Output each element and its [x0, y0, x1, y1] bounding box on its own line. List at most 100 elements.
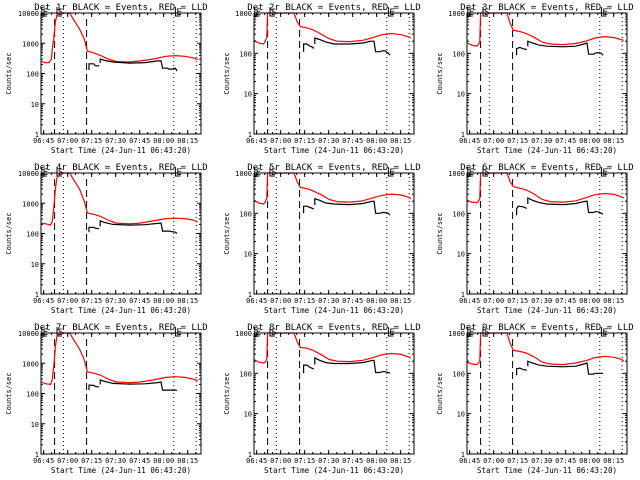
y-tick-label: 100 [239, 50, 252, 58]
marker-bracket [174, 327, 181, 337]
x-tick-label: 08:15 [390, 137, 411, 145]
x-tick-label: 06:45 [246, 137, 267, 145]
y-axis-label: Counts/sec [223, 372, 231, 414]
y-tick-label: 10000 [18, 10, 39, 18]
x-tick-label: 07:30 [105, 137, 126, 145]
detector-panel-7: Det 7r BLACK = Events, RED = LLD E S E 1 10 10… [0, 320, 213, 480]
marker-bracket [600, 327, 607, 337]
marker-bracket [482, 7, 488, 17]
series-lld-line [466, 332, 625, 366]
x-tick-label: 07:15 [507, 457, 528, 465]
x-tick-label: 08:15 [177, 137, 198, 145]
marker-bracket [467, 7, 473, 17]
x-tick-label: 07:00 [483, 457, 504, 465]
y-tick-label: 100 [239, 370, 252, 378]
x-tick-label: 08:00 [153, 457, 174, 465]
x-tick-label: 08:15 [603, 137, 624, 145]
x-tick-label: 07:30 [531, 457, 552, 465]
x-axis-label: Start Time (24-Jun-11 06:43:20) [264, 306, 404, 315]
x-tick-label: 07:30 [318, 137, 339, 145]
y-tick-label: 1 [461, 131, 465, 139]
plot-frame [40, 332, 202, 455]
x-tick-label: 06:45 [33, 137, 54, 145]
series-lld-line [40, 332, 198, 386]
chart-title: Det 1r BLACK = Events, RED = LLD [34, 3, 207, 13]
series-events-segment [516, 205, 527, 216]
y-tick-label: 100 [452, 210, 465, 218]
y-tick-label: 1000 [448, 330, 465, 338]
chart-title: Det 7r BLACK = Events, RED = LLD [34, 323, 207, 333]
series-events-segment [527, 40, 604, 56]
series-events-segment [303, 205, 314, 214]
plot-frame [466, 12, 628, 135]
series-events-segment [88, 226, 100, 233]
x-tick-label: 07:15 [507, 137, 528, 145]
x-axis-label: Start Time (24-Jun-11 06:43:20) [477, 466, 617, 475]
series-lld-line [253, 332, 412, 364]
marker-bracket [467, 167, 473, 177]
series-events-segment [99, 58, 178, 72]
x-tick-label: 07:00 [57, 457, 78, 465]
y-tick-label: 1 [35, 451, 39, 459]
x-tick-label: 07:00 [57, 137, 78, 145]
x-tick-label: 08:00 [579, 137, 600, 145]
marker-bracket [254, 167, 260, 177]
x-tick-label: 07:15 [507, 297, 528, 305]
y-axis-label: Counts/sec [223, 52, 231, 94]
x-tick-label: 06:45 [246, 457, 267, 465]
series-events-segment [516, 367, 527, 376]
plot-frame [253, 172, 415, 295]
x-tick-label: 06:45 [459, 457, 480, 465]
x-tick-label: 07:00 [270, 457, 291, 465]
detector-panel-5: Det 5r BLACK = Events, RED = LLD E S E 1 10 10… [213, 160, 426, 320]
x-tick-label: 07:30 [531, 297, 552, 305]
x-tick-label: 08:15 [177, 297, 198, 305]
marker-bracket [269, 7, 275, 17]
x-tick-label: 07:45 [342, 297, 363, 305]
x-tick-label: 08:00 [366, 457, 387, 465]
x-tick-label: 07:15 [294, 137, 315, 145]
series-events-segment [314, 197, 391, 216]
y-tick-label: 100 [239, 210, 252, 218]
plot-frame [253, 12, 415, 135]
x-tick-label: 07:45 [555, 297, 576, 305]
x-tick-label: 07:45 [342, 137, 363, 145]
y-tick-label: 1000 [448, 10, 465, 18]
x-tick-label: 07:45 [342, 457, 363, 465]
series-events-segment [99, 220, 178, 234]
x-tick-label: 07:45 [555, 137, 576, 145]
chart-title: Det 9r BLACK = Events, RED = LLD [460, 323, 633, 333]
x-tick-label: 07:45 [129, 297, 150, 305]
y-tick-label: 10 [244, 251, 252, 259]
y-tick-label: 100 [26, 391, 39, 399]
series-events-segment [314, 357, 391, 374]
y-tick-label: 10000 [18, 170, 39, 178]
x-tick-label: 07:45 [129, 137, 150, 145]
series-lld-line [40, 12, 199, 64]
x-axis-label: Start Time (24-Jun-11 06:43:20) [477, 146, 617, 155]
y-tick-label: 100 [452, 50, 465, 58]
y-tick-label: 1000 [22, 200, 39, 208]
marker-bracket [387, 7, 394, 17]
x-tick-label: 07:15 [81, 137, 102, 145]
y-tick-label: 1000 [235, 10, 252, 18]
y-tick-label: 10 [457, 251, 465, 259]
marker-bracket [482, 327, 488, 337]
y-tick-label: 10 [244, 411, 252, 419]
y-tick-label: 1 [35, 291, 39, 299]
x-tick-label: 08:15 [603, 457, 624, 465]
x-tick-label: 07:45 [129, 457, 150, 465]
detector-panel-1: Det 1r BLACK = Events, RED = LLD E S E 1 10 10… [0, 0, 213, 160]
y-tick-label: 1000 [448, 170, 465, 178]
series-events-segment [88, 384, 100, 391]
x-tick-label: 08:00 [153, 137, 174, 145]
y-tick-label: 10 [457, 91, 465, 99]
plot-frame [466, 332, 628, 455]
x-tick-label: 08:00 [579, 457, 600, 465]
series-lld-line [466, 172, 625, 204]
